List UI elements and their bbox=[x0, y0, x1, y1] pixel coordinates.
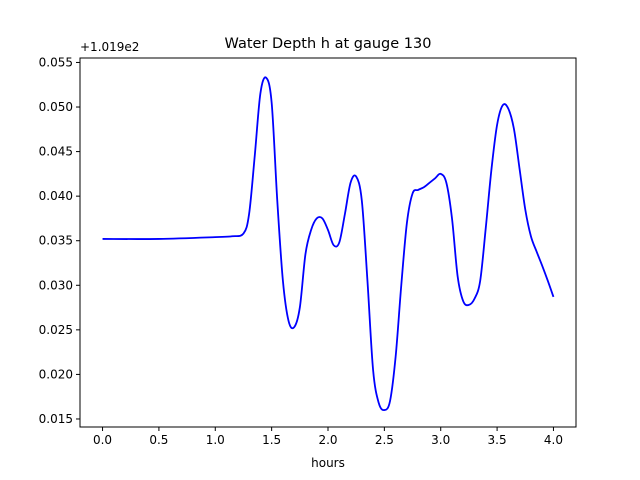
y-tick-label: 0.050 bbox=[39, 100, 73, 114]
chart-title: Water Depth h at gauge 130 bbox=[225, 36, 432, 52]
series-line bbox=[102, 76, 555, 412]
series-layer bbox=[102, 76, 555, 412]
y-tick-label: 0.025 bbox=[39, 323, 73, 337]
x-tick-label: 2.0 bbox=[318, 433, 337, 447]
y-tick-label: 0.035 bbox=[39, 234, 73, 248]
y-tick-label: 0.030 bbox=[39, 278, 73, 292]
x-tick-label: 3.5 bbox=[488, 433, 507, 447]
x-axis-ticks: 0.0 0.5 1.0 1.5 2.0 2.5 3.0 3.5 4.0 bbox=[93, 427, 563, 447]
y-tick-label: 0.055 bbox=[39, 55, 73, 69]
x-tick-label: 1.5 bbox=[262, 433, 281, 447]
x-tick-label: 0.0 bbox=[93, 433, 112, 447]
x-tick-label: 3.0 bbox=[431, 433, 450, 447]
y-axis-ticks: 0.015 0.020 0.025 0.030 0.035 0.040 0.045 0.050… bbox=[39, 55, 80, 426]
x-tick-label: 4.0 bbox=[544, 433, 563, 447]
y-tick-label: 0.020 bbox=[39, 367, 73, 381]
x-tick-label: 2.5 bbox=[375, 433, 394, 447]
x-axis-label: hours bbox=[311, 456, 345, 470]
plot-background bbox=[80, 58, 576, 427]
y-tick-label: 0.015 bbox=[39, 412, 73, 426]
y-tick-label: 0.045 bbox=[39, 145, 73, 159]
x-tick-label: 1.0 bbox=[206, 433, 225, 447]
x-tick-label: 0.5 bbox=[149, 433, 168, 447]
y-axis-offset-label: +1.019e2 bbox=[80, 40, 139, 54]
y-tick-label: 0.040 bbox=[39, 189, 73, 203]
